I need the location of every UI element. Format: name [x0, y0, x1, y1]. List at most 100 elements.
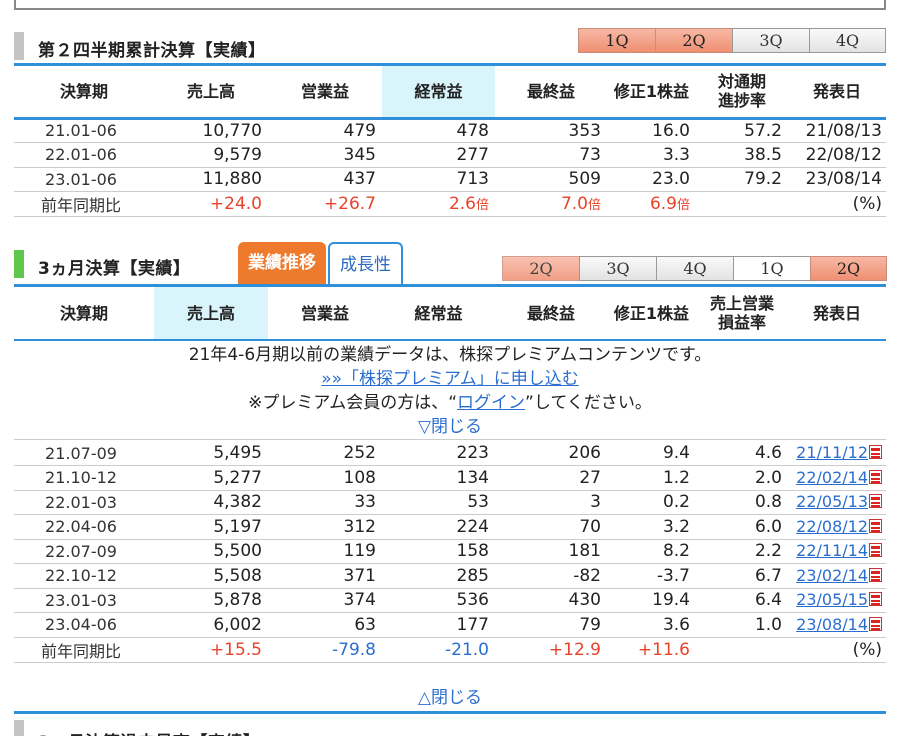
- pdf-icon[interactable]: [869, 592, 882, 607]
- col-margin: 売上営業 損益率: [696, 287, 788, 339]
- table-row: 22.01-03 4,382 33 53 3 0.2 0.8 22/05/13: [14, 490, 886, 515]
- cell-eps: -3.7: [607, 563, 696, 589]
- cell-operating: 63: [268, 612, 382, 638]
- pdf-icon[interactable]: [869, 445, 882, 459]
- m3-header-underline: [14, 339, 886, 341]
- m3-tab-1q[interactable]: 1Q: [733, 256, 810, 281]
- q2-tab-3q[interactable]: 3Q: [732, 28, 809, 53]
- premium-text: 21年4-6月期以前の業績データは、株探プレミアムコンテンツです。: [188, 345, 712, 365]
- cell-operating: 252: [268, 441, 382, 466]
- cell-margin: 6.4: [696, 588, 788, 613]
- cell-eps: 9.4: [607, 441, 696, 466]
- tab-growth[interactable]: 成長性: [328, 242, 403, 284]
- bai-suffix: 倍: [587, 198, 601, 213]
- premium-signup-link[interactable]: »»「株探プレミアム」に申し込む: [321, 369, 579, 389]
- cell-net: 79: [495, 612, 607, 638]
- cell-date: 22/08/12: [788, 142, 886, 168]
- cell-net: 181: [495, 539, 607, 564]
- tab-performance[interactable]: 業績推移: [238, 242, 326, 284]
- announce-date-link[interactable]: 23/02/14: [796, 565, 868, 585]
- table-row: 21.07-09 5,495 252 223 206 9.4 4.6 21/11/12: [14, 441, 886, 466]
- cell-margin: 6.7: [696, 563, 788, 589]
- cell-ordinary: 536: [382, 588, 495, 613]
- pdf-icon[interactable]: [869, 567, 882, 582]
- cell-period: 23.04-06: [14, 612, 154, 638]
- table-row: 23.04-06 6,002 63 177 79 3.6 1.0 23/08/14: [14, 612, 886, 638]
- cell-sales: 10,770: [154, 118, 268, 143]
- close-bottom-wrap: △閉じる: [14, 686, 886, 710]
- m3-tab-4q[interactable]: 4Q: [656, 256, 733, 281]
- q2-tab-1q[interactable]: 1Q: [578, 28, 655, 53]
- cell-progress: 38.5: [696, 142, 788, 168]
- close-top-button[interactable]: ▽閉じる: [417, 417, 483, 437]
- m3-tab-2q[interactable]: 2Q: [810, 256, 887, 281]
- previous-section-frame: [14, 0, 886, 10]
- yoy-unit: (%): [788, 637, 886, 663]
- cell-progress: 57.2: [696, 118, 788, 143]
- col-ordinary: 経常益: [382, 66, 495, 120]
- cell-margin: 2.2: [696, 539, 788, 564]
- col-ordinary: 経常益: [414, 303, 463, 323]
- announce-date-link[interactable]: 23/05/15: [796, 590, 868, 610]
- announce-date-link[interactable]: 22/11/14: [796, 541, 868, 561]
- q2-tab-2q[interactable]: 2Q: [655, 28, 732, 53]
- cell-net: 3: [495, 490, 607, 515]
- q2-section-title: 第２四半期累計決算【実績】: [38, 41, 266, 61]
- announce-date-link[interactable]: 22/02/14: [796, 467, 868, 487]
- cell-operating: 312: [268, 514, 382, 540]
- cell-net: 70: [495, 514, 607, 540]
- login-link[interactable]: ログイン: [457, 393, 526, 413]
- cell-ordinary: 158: [382, 539, 495, 564]
- pdf-icon[interactable]: [869, 494, 882, 509]
- cell-period: 22.01-03: [14, 490, 154, 515]
- cell-date: 23/05/15: [788, 588, 886, 613]
- next-section-title: 3ヵ月決算過去最高【実績】: [38, 728, 260, 736]
- cell-margin: 2.0: [696, 465, 788, 491]
- cell-sales: 11,880: [154, 167, 268, 192]
- premium-login-line: ※プレミアム会員の方は、“ログイン”してください。: [14, 391, 886, 415]
- yoy-ordinary: 2.6倍: [382, 191, 495, 217]
- m3-section-title: 3ヵ月決算【実績】: [38, 259, 191, 279]
- pdf-icon[interactable]: [869, 469, 882, 484]
- cell-eps: 3.6: [607, 612, 696, 638]
- q2-tab-4q[interactable]: 4Q: [809, 28, 886, 53]
- col-period: 決算期: [59, 303, 108, 323]
- cell-sales: 5,277: [154, 465, 268, 491]
- announce-date-link[interactable]: 22/08/12: [796, 516, 868, 536]
- col-margin-label: 売上営業 損益率: [709, 294, 774, 332]
- announce-date-link[interactable]: 23/08/14: [796, 614, 868, 634]
- close-bottom-button[interactable]: △閉じる: [417, 688, 483, 708]
- cell-ordinary: 177: [382, 612, 495, 638]
- yoy-net: 7.0倍: [495, 191, 607, 217]
- m3-tab-2q-prev[interactable]: 2Q: [502, 256, 579, 281]
- cell-operating: 119: [268, 539, 382, 564]
- announce-date-link[interactable]: 22/05/13: [796, 492, 868, 512]
- m3-tab-3q[interactable]: 3Q: [579, 256, 656, 281]
- pdf-icon[interactable]: [869, 518, 882, 533]
- announce-date-link[interactable]: 21/11/12: [796, 443, 868, 462]
- cell-ordinary: 134: [382, 465, 495, 491]
- cell-ordinary: 478: [382, 118, 495, 143]
- cell-date: 23/02/14: [788, 563, 886, 589]
- cell-eps: 8.2: [607, 539, 696, 564]
- cell-net: 73: [495, 142, 607, 168]
- q2-header-row: 決算期 売上高 営業益 経常益 最終益 修正1株益 対通期 進捗率 発表日: [14, 66, 886, 120]
- cell-date: 21/08/13: [788, 118, 886, 143]
- col-operating: 営業益: [300, 303, 349, 323]
- cell-date: 23/08/14: [788, 612, 886, 638]
- cell-operating: 479: [268, 118, 382, 143]
- cell-operating: 437: [268, 167, 382, 192]
- pdf-icon[interactable]: [869, 543, 882, 558]
- col-period: 決算期: [14, 66, 154, 120]
- pdf-icon[interactable]: [869, 616, 882, 631]
- cell-net: 353: [495, 118, 607, 143]
- cell-period: 23.01-03: [14, 588, 154, 613]
- next-section-header: 3ヵ月決算過去最高【実績】: [14, 718, 886, 736]
- yoy-eps: 6.9倍: [607, 191, 696, 217]
- table-row: 22.01-06 9,579 345 277 73 3.3 38.5 22/08/12: [14, 142, 886, 168]
- cell-sales: 5,878: [154, 588, 268, 613]
- bai-suffix: 倍: [475, 198, 489, 213]
- cell-eps: 16.0: [607, 118, 696, 143]
- col-eps: 修正1株益: [607, 66, 696, 120]
- cell-sales: 9,579: [154, 142, 268, 168]
